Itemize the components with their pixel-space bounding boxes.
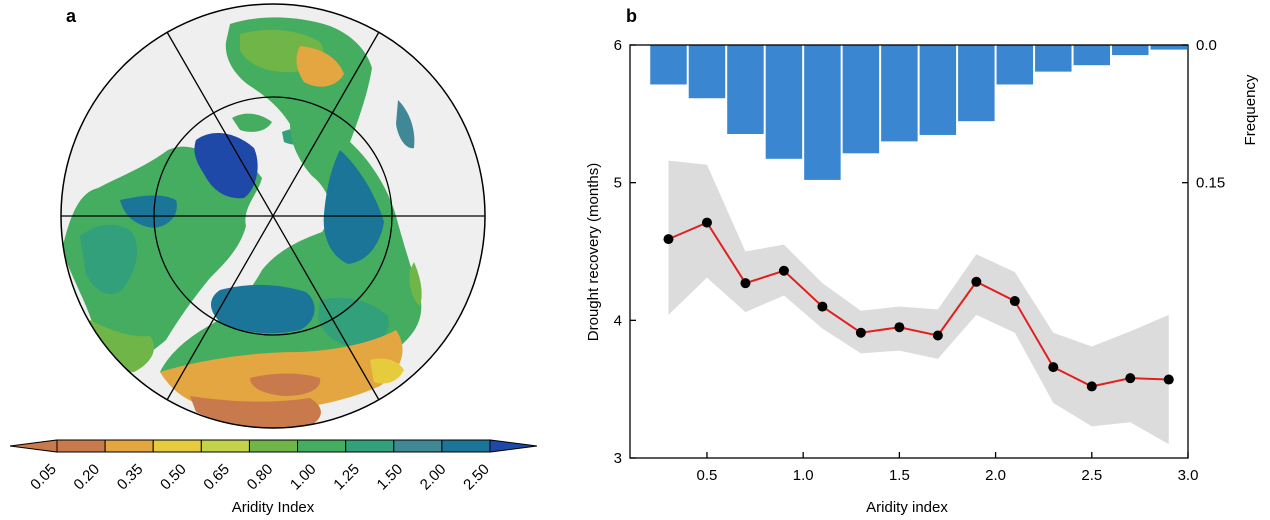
frequency-bar bbox=[881, 45, 918, 142]
frequency-bar bbox=[765, 45, 803, 159]
frequency-bar bbox=[1035, 45, 1072, 72]
y2-tick-label: 0.0 bbox=[1196, 37, 1217, 54]
x-axis-title: Aridity index bbox=[866, 499, 948, 516]
colorbar-tick-label: 0.65 bbox=[200, 461, 233, 494]
y-tick-label: 5 bbox=[614, 175, 622, 192]
colorbar-segment bbox=[345, 439, 395, 453]
frequency-bar bbox=[1073, 45, 1111, 66]
line-chart: 0.5 1.0 1.5 2.0 2.5 3.0 3 4 5 6 0.0 0.15 Aridity in… bbox=[585, 37, 1259, 516]
colorbar-segment bbox=[441, 439, 491, 453]
data-point bbox=[855, 327, 866, 338]
colorbar: 0.05 0.20 0.35 0.50 0.65 0.80 1.00 1.25 1.50 2.00… bbox=[9, 439, 538, 516]
colorbar-high-arrow bbox=[489, 439, 538, 453]
frequency-bar bbox=[919, 45, 957, 135]
colorbar-low-arrow bbox=[9, 439, 58, 453]
y-tick-label: 6 bbox=[614, 37, 622, 54]
colorbar-segment bbox=[152, 439, 202, 453]
confidence-band bbox=[668, 160, 1169, 445]
colorbar-tick-label: 1.50 bbox=[374, 461, 407, 494]
y2-tick-label: 0.15 bbox=[1196, 175, 1225, 192]
colorbar-tick-label: 0.50 bbox=[157, 461, 190, 494]
x-tick-label: 1.5 bbox=[889, 467, 910, 484]
colorbar-segment bbox=[248, 439, 299, 453]
colorbar-label: Aridity Index bbox=[232, 499, 315, 516]
data-point bbox=[663, 234, 674, 245]
frequency-bar bbox=[958, 45, 995, 122]
y-axis-title: Drought recovery (months) bbox=[585, 163, 602, 341]
colorbar-segment bbox=[104, 439, 154, 453]
data-point bbox=[1086, 381, 1097, 392]
frequency-bar bbox=[804, 45, 841, 180]
map-landmass bbox=[62, 17, 422, 428]
frequency-bar bbox=[1150, 45, 1187, 50]
colorbar-segment bbox=[200, 439, 250, 453]
colorbar-segment bbox=[297, 439, 347, 453]
recovery-line bbox=[668, 221, 1169, 388]
data-point bbox=[1125, 373, 1136, 384]
data-point bbox=[817, 301, 828, 312]
x-tick-label: 0.5 bbox=[697, 467, 718, 484]
colorbar-tick-label: 0.05 bbox=[27, 461, 60, 494]
data-point bbox=[778, 265, 789, 276]
data-point bbox=[1163, 374, 1174, 385]
colorbar-tick-label: 1.25 bbox=[330, 461, 363, 494]
colorbar-tick-label: 2.50 bbox=[460, 461, 493, 494]
colorbar-segment bbox=[393, 439, 443, 453]
x-tick-label: 2.5 bbox=[1081, 467, 1102, 484]
x-tick-label: 2.0 bbox=[985, 467, 1006, 484]
map-graticule bbox=[61, 31, 485, 401]
polar-map bbox=[60, 3, 486, 429]
frequency-bar bbox=[650, 45, 687, 85]
colorbar-tick-label: 0.80 bbox=[244, 461, 277, 494]
plot-frame bbox=[629, 44, 1189, 459]
frequency-bar bbox=[688, 45, 726, 99]
frequency-bar bbox=[842, 45, 880, 154]
y-tick-label: 3 bbox=[614, 450, 622, 467]
frequency-bar bbox=[1112, 45, 1149, 56]
panel-b-label: b bbox=[626, 6, 637, 26]
data-point bbox=[701, 217, 712, 228]
colorbar-tick-label: 0.20 bbox=[70, 461, 103, 494]
frequency-bar bbox=[996, 45, 1034, 85]
data-point bbox=[894, 322, 905, 333]
data-point bbox=[1048, 362, 1059, 373]
map-outline bbox=[60, 3, 486, 429]
y2-axis-title: Frequency bbox=[1242, 74, 1259, 145]
x-tick-label: 1.0 bbox=[793, 467, 814, 484]
data-point bbox=[740, 278, 751, 289]
panel-a-label: a bbox=[66, 6, 77, 26]
y-tick-label: 4 bbox=[614, 312, 622, 329]
data-point bbox=[932, 330, 943, 341]
colorbar-tick-label: 1.00 bbox=[287, 461, 320, 494]
data-point bbox=[971, 276, 982, 287]
colorbar-segment bbox=[56, 439, 106, 453]
x-tick-label: 3.0 bbox=[1178, 467, 1199, 484]
colorbar-tick-label: 0.35 bbox=[114, 461, 147, 494]
data-point bbox=[1009, 296, 1020, 307]
colorbar-tick-label: 2.00 bbox=[417, 461, 450, 494]
frequency-bar bbox=[727, 45, 764, 135]
